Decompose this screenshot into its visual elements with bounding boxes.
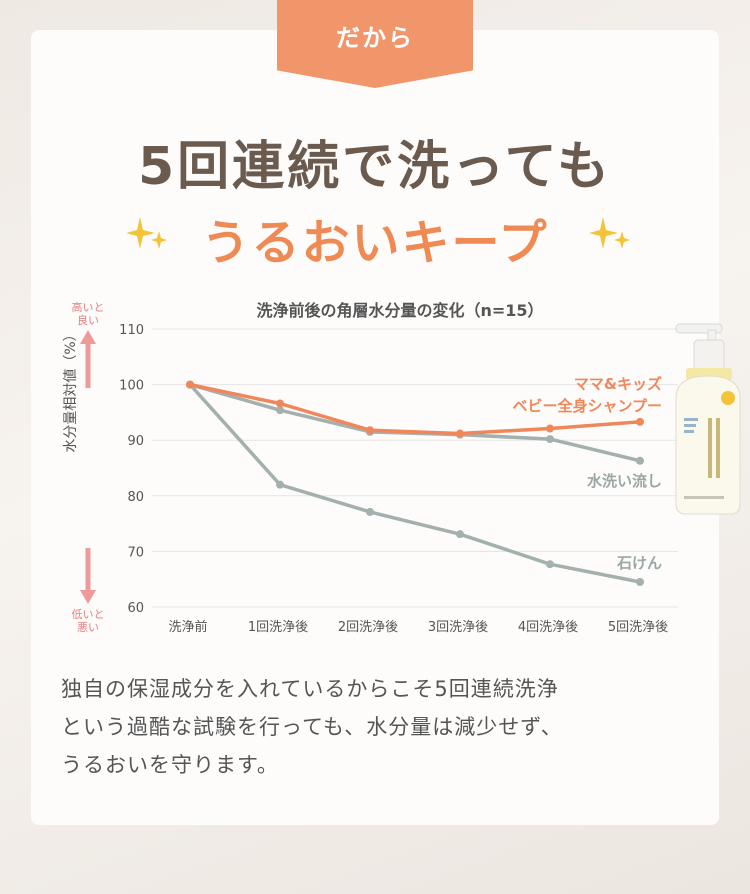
down-arrow-icon — [80, 590, 96, 604]
data-point — [546, 435, 554, 444]
description-line1: 独自の保湿成分を入れているからこそ5回連続洗浄 — [61, 677, 559, 701]
data-point — [276, 399, 284, 408]
x-tick-label: 2回洗浄後 — [338, 620, 398, 635]
data-point — [546, 560, 554, 569]
legend-label-water: 水洗い流し — [587, 472, 662, 490]
y-axis-title: 水分量相対値（%） — [63, 327, 79, 453]
y-tick-label: 60 — [127, 601, 144, 616]
x-tick-label: 3回洗浄後 — [428, 620, 488, 635]
series-line — [188, 383, 641, 584]
chart-title: 洗浄前後の角層水分量の変化（n=15） — [256, 301, 544, 320]
data-point — [636, 417, 644, 426]
sparkle-icon-right — [589, 217, 630, 249]
high-is-good-label: 高いと良い — [71, 301, 105, 327]
description-line2: という過酷な試験を行っても、水分量は減少せず、 — [61, 715, 563, 739]
x-tick-label: 1回洗浄後 — [248, 620, 308, 635]
shampoo-bottle-icon — [675, 323, 741, 515]
description-text: 独自の保湿成分を入れているからこそ5回連続洗浄 という過酷な試験を行っても、水分… — [61, 670, 701, 784]
data-point — [186, 380, 194, 389]
data-point — [546, 424, 554, 433]
y-tick-label: 70 — [127, 545, 144, 560]
up-arrow-icon — [80, 330, 96, 344]
data-point — [276, 406, 284, 415]
content-card — [31, 30, 719, 825]
y-tick-label: 90 — [127, 434, 144, 449]
sparkle-icon-left — [126, 217, 167, 249]
ribbon-label: だから — [277, 0, 473, 88]
x-tick-label: 4回洗浄後 — [518, 620, 578, 635]
low-is-bad-label: 低いと悪い — [71, 608, 105, 634]
description-line3: うるおいを守ります。 — [61, 753, 279, 777]
series-line — [189, 382, 641, 436]
legend-label-mama-kids: ママ&キッズ — [574, 375, 662, 393]
data-point — [366, 426, 374, 435]
headline-line1: 5回連続で洗っても — [138, 137, 612, 197]
headline-line2: うるおいキープ — [201, 215, 549, 271]
data-point — [366, 507, 374, 516]
legend-label-mama-kids-line2: ベビー全身シャンプー — [512, 397, 662, 415]
data-point — [276, 480, 284, 489]
data-point — [636, 456, 644, 465]
data-point — [456, 530, 464, 539]
y-tick-label: 100 — [119, 379, 144, 394]
x-tick-label: 5回洗浄後 — [608, 620, 668, 635]
data-point — [456, 429, 464, 438]
y-tick-label: 110 — [119, 323, 144, 338]
x-tick-label: 洗浄前 — [168, 619, 207, 635]
legend-label-soap: 石けん — [616, 554, 662, 572]
y-tick-label: 80 — [127, 490, 144, 505]
data-point — [636, 577, 644, 586]
